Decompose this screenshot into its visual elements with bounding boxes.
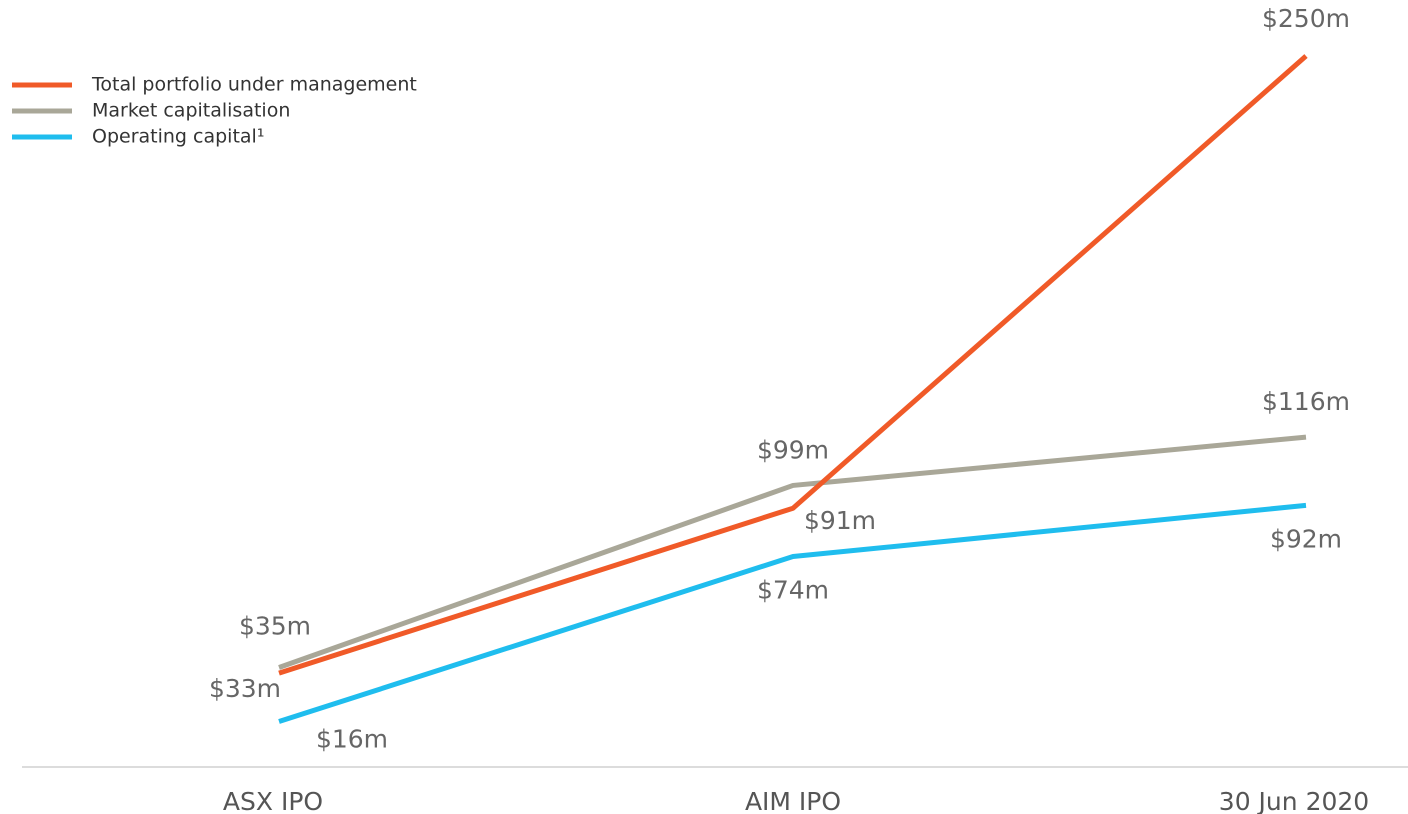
value-label: $99m (757, 435, 829, 464)
value-label: $16m (316, 724, 388, 753)
legend-label: Operating capital¹ (92, 126, 264, 148)
value-label: $250m (1262, 4, 1350, 33)
legend-label: Total portfolio under management (91, 74, 417, 96)
x-tick-label: ASX IPO (223, 787, 323, 814)
x-tick-label: AIM IPO (745, 787, 841, 814)
legend-label: Market capitalisation (92, 100, 290, 122)
x-tick-label: 30 Jun 2020 (1219, 787, 1369, 814)
line-series (278, 434, 1307, 670)
value-label: $35m (239, 611, 311, 640)
line-series (278, 54, 1308, 676)
value-label: $74m (757, 576, 829, 605)
value-label: $33m (209, 674, 281, 703)
value-label: $91m (804, 506, 876, 535)
value-label: $92m (1270, 524, 1342, 553)
value-label: $116m (1262, 387, 1350, 416)
line-series (278, 502, 1307, 724)
